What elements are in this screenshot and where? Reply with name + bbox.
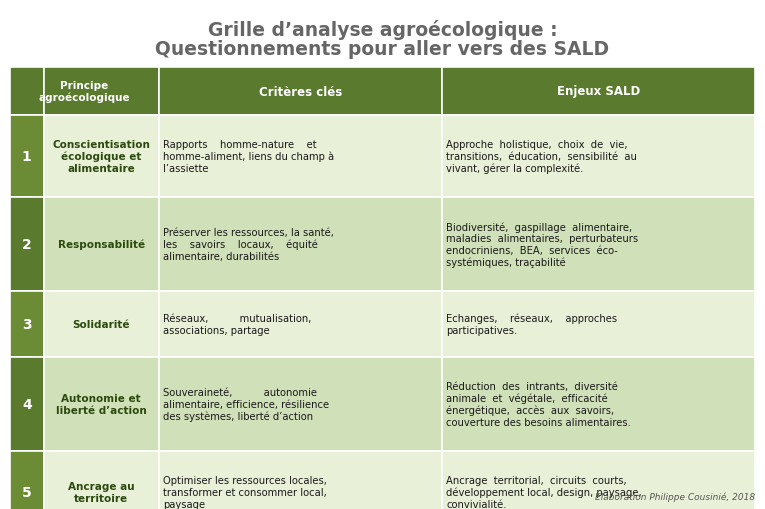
Text: Enjeux SALD: Enjeux SALD <box>557 86 640 98</box>
Bar <box>442 451 755 509</box>
Text: Souveraineté,          autonomie
alimentaire, efficience, résilience
des système: Souveraineté, autonomie alimentaire, eff… <box>163 387 329 421</box>
Bar <box>442 68 755 116</box>
Text: 2: 2 <box>22 238 31 251</box>
Bar <box>159 68 442 116</box>
Bar <box>10 451 44 509</box>
Bar <box>44 116 159 197</box>
Text: Biodiversité,  gaspillage  alimentaire,
maladies  alimentaires,  perturbateurs
e: Biodiversité, gaspillage alimentaire, ma… <box>446 221 638 267</box>
Bar <box>159 451 442 509</box>
Bar <box>44 68 159 116</box>
Text: Ancrage au
territoire: Ancrage au territoire <box>68 481 135 503</box>
Text: Principe
agroécologique: Principe agroécologique <box>39 81 130 103</box>
Text: Solidarité: Solidarité <box>73 319 130 329</box>
Text: Echanges,    réseaux,    approches
participatives.: Echanges, réseaux, approches participati… <box>446 314 617 335</box>
Text: Autonomie et
liberté d’action: Autonomie et liberté d’action <box>56 393 147 415</box>
Text: Responsabilité: Responsabilité <box>57 239 145 250</box>
Bar <box>10 197 44 292</box>
Text: Questionnements pour aller vers des SALD: Questionnements pour aller vers des SALD <box>155 40 610 59</box>
Text: Rapports    homme-nature    et
homme-aliment, liens du champ à
l’assiette: Rapports homme-nature et homme-aliment, … <box>163 140 334 174</box>
Bar <box>442 292 755 357</box>
Text: 4: 4 <box>22 397 31 411</box>
Text: Optimiser les ressources locales,
transformer et consommer local,
paysage: Optimiser les ressources locales, transf… <box>163 475 327 508</box>
Bar <box>159 357 442 451</box>
Text: 3: 3 <box>22 318 31 331</box>
Text: Critères clés: Critères clés <box>259 86 342 98</box>
Bar <box>44 357 159 451</box>
Text: Approche  holistique,  choix  de  vie,
transitions,  éducation,  sensibilité  au: Approche holistique, choix de vie, trans… <box>446 140 637 174</box>
Bar <box>442 116 755 197</box>
Bar <box>159 116 442 197</box>
Bar <box>10 68 44 116</box>
Text: Ancrage  territorial,  circuits  courts,
développement local, design, paysage,
c: Ancrage territorial, circuits courts, dé… <box>446 475 642 509</box>
Text: Conscientisation
écologique et
alimentaire: Conscientisation écologique et alimentai… <box>52 140 150 174</box>
Text: 1: 1 <box>22 150 31 164</box>
Text: Elaboration Philippe Cousinié, 2018: Elaboration Philippe Cousinié, 2018 <box>595 492 755 501</box>
Bar <box>44 292 159 357</box>
Bar <box>442 357 755 451</box>
Bar <box>10 116 44 197</box>
Text: Réseaux,          mutualisation,
associations, partage: Réseaux, mutualisation, associations, pa… <box>163 314 311 335</box>
Bar <box>10 292 44 357</box>
Text: Préserver les ressources, la santé,
les    savoirs    locaux,    équité
alimenta: Préserver les ressources, la santé, les … <box>163 228 334 262</box>
Bar <box>44 197 159 292</box>
Text: Grille d’analyse agroécologique :: Grille d’analyse agroécologique : <box>207 20 558 40</box>
Bar <box>44 451 159 509</box>
Text: Réduction  des  intrants,  diversité
animale  et  végétale,  efficacité
énergéti: Réduction des intrants, diversité animal… <box>446 381 631 427</box>
Bar <box>159 197 442 292</box>
Bar <box>442 197 755 292</box>
Bar <box>10 357 44 451</box>
Bar <box>159 292 442 357</box>
Text: 5: 5 <box>22 485 31 499</box>
